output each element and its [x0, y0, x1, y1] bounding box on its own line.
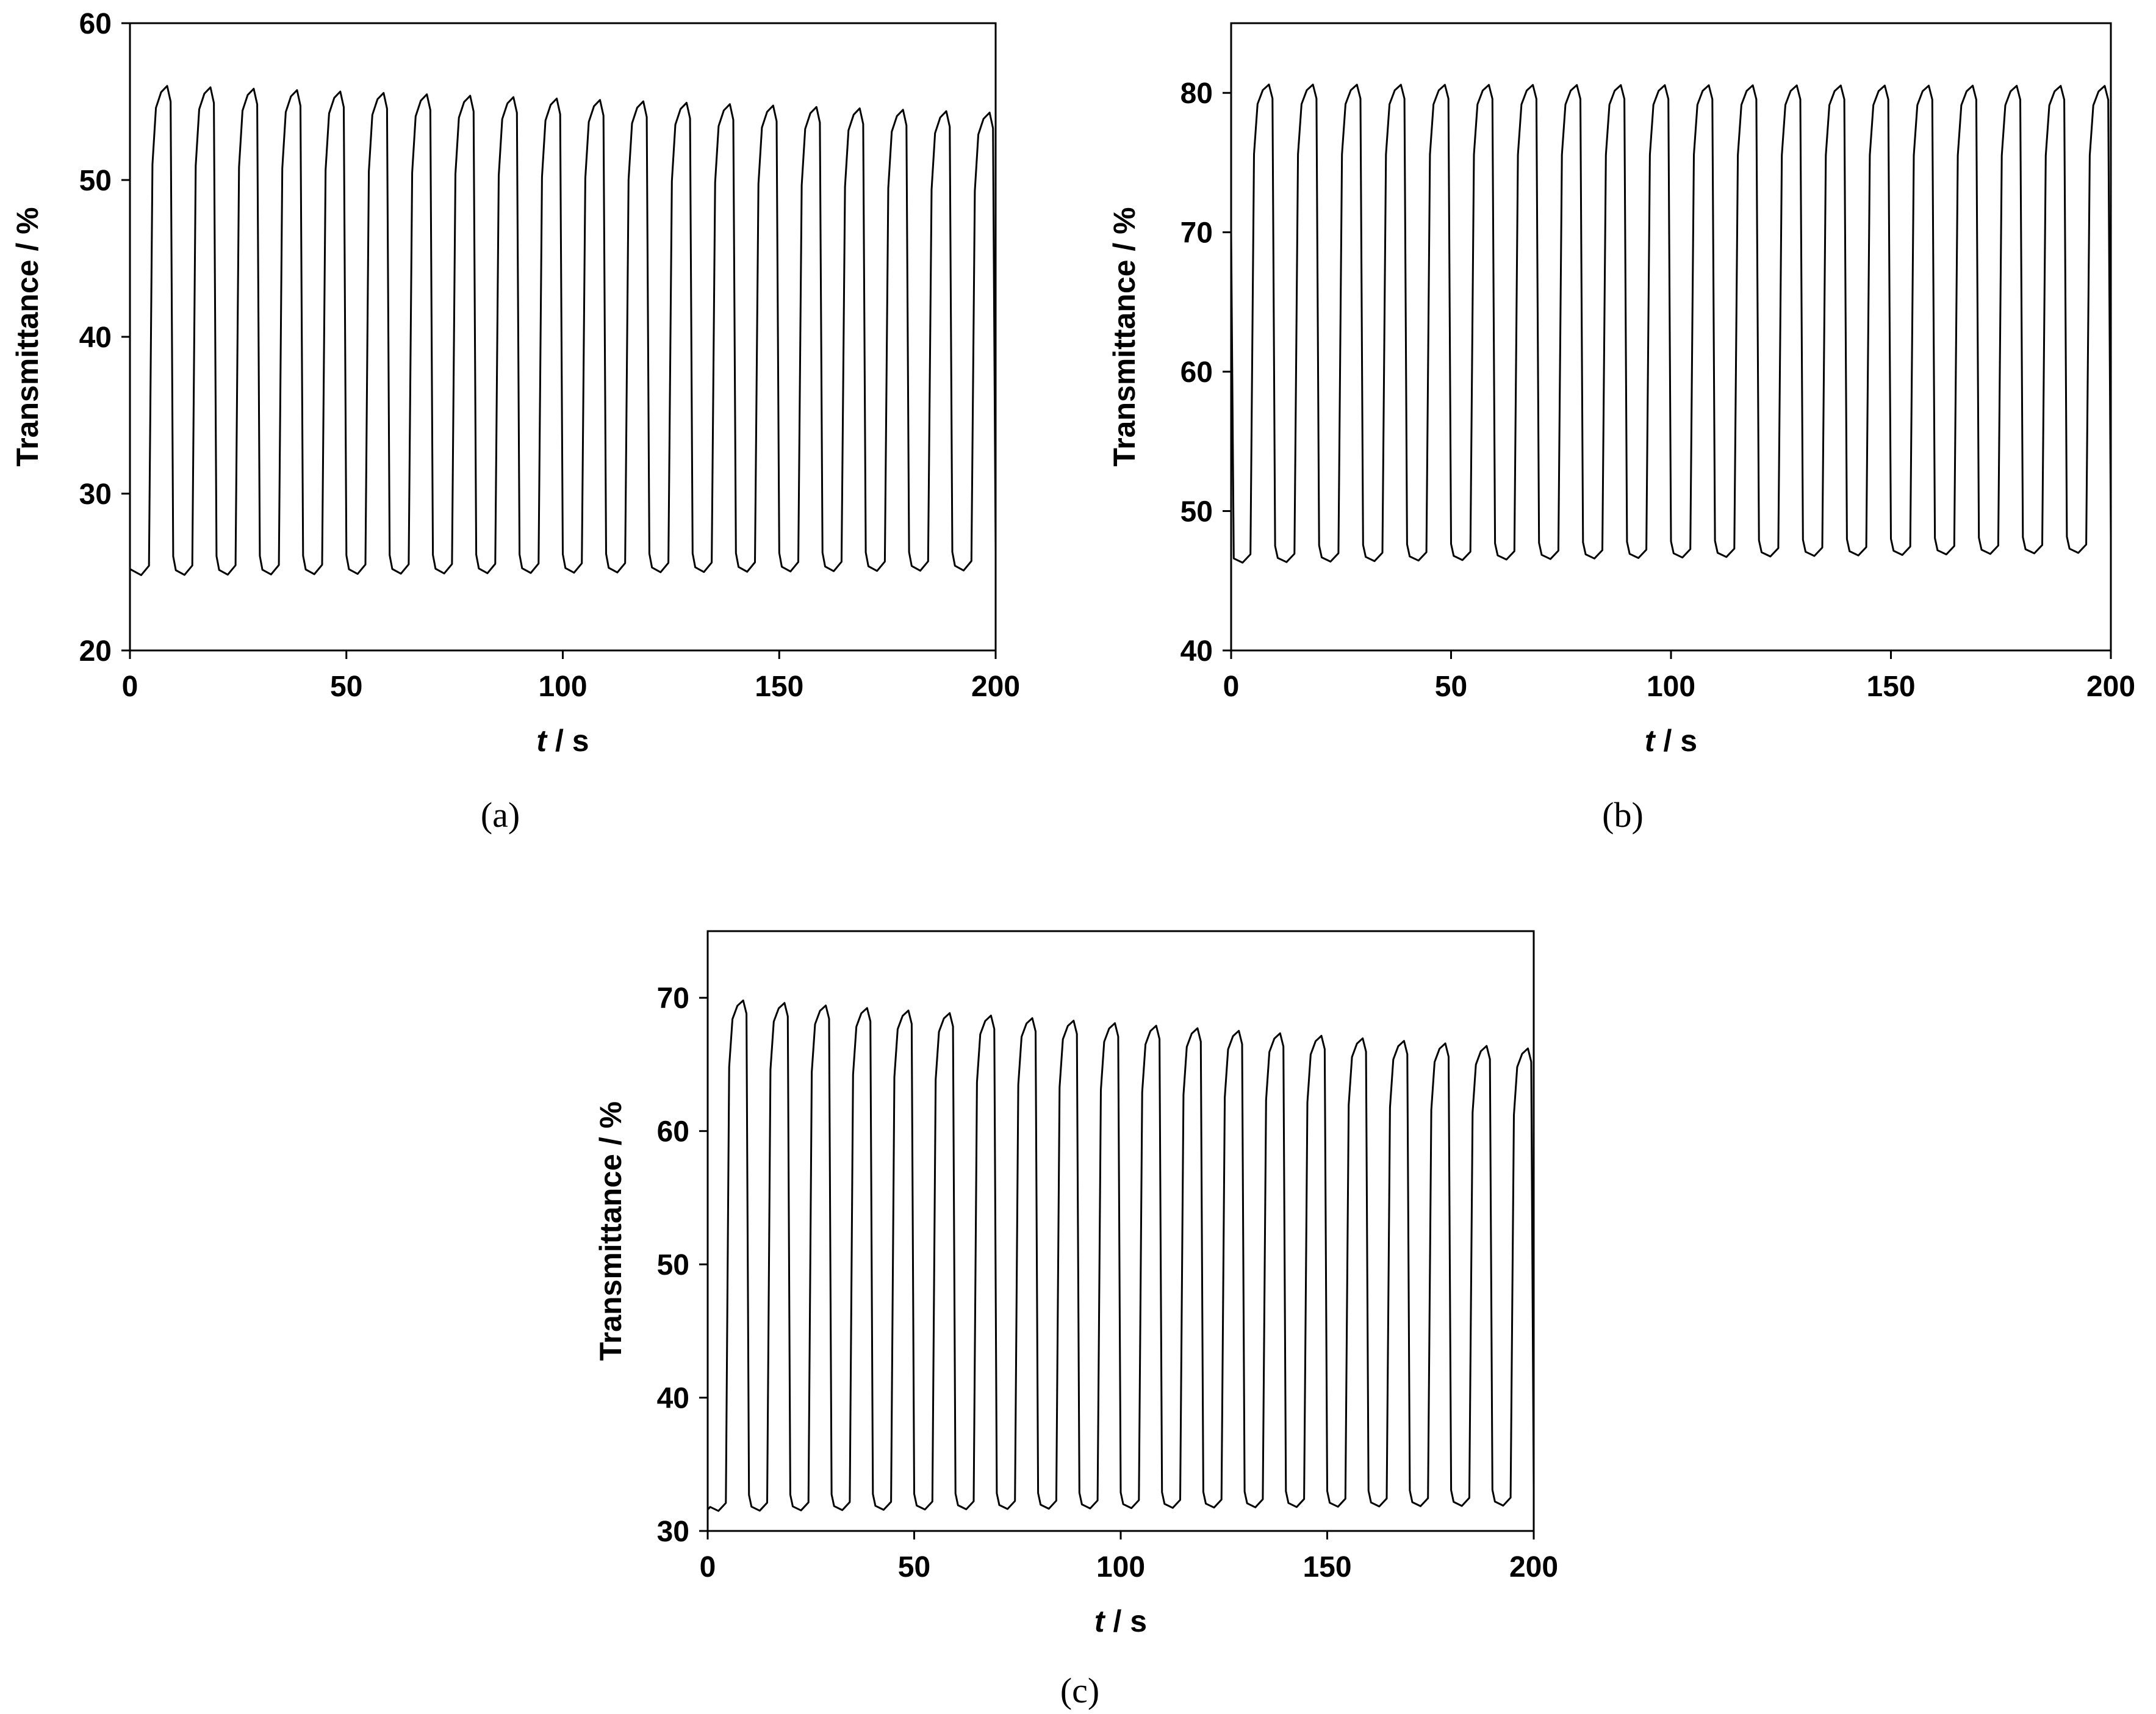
- y-tick-label: 50: [657, 1249, 689, 1281]
- y-tick-label: 60: [657, 1116, 689, 1148]
- x-tick-label: 0: [700, 1551, 716, 1583]
- x-tick-label: 100: [538, 671, 587, 703]
- x-tick-label: 200: [1509, 1551, 1558, 1583]
- x-axis-label: t / s: [1645, 724, 1697, 758]
- series-line: [129, 85, 997, 577]
- x-tick-label: 200: [2086, 671, 2135, 703]
- x-axis-label-symbol: t: [1645, 724, 1656, 758]
- chart-panel-2: 0 50 100 150 200 40 50 60 70 80 t / s Transmittance…: [1107, 22, 2135, 835]
- x-axis-label-unit: / s: [547, 724, 589, 758]
- x-tick-label: 100: [1096, 1551, 1145, 1583]
- x-axis-label: t / s: [536, 724, 589, 758]
- plot-frame: [1230, 22, 2112, 652]
- chart-panel-3: 0 50 100 150 200 30 40 50 60 70 t / s Transmittance…: [594, 930, 1558, 1710]
- y-tick-label: 50: [1180, 496, 1213, 528]
- y-tick-label: 60: [1180, 356, 1213, 389]
- series-line: [706, 999, 1535, 1512]
- panel-caption: (b): [1602, 795, 1644, 835]
- y-tick-label: 70: [1180, 217, 1213, 250]
- x-tick-label: 0: [1223, 671, 1240, 703]
- x-tick-label: 150: [1866, 671, 1915, 703]
- y-tick-label: 70: [657, 982, 689, 1015]
- x-axis-label-symbol: t: [1094, 1604, 1106, 1638]
- y-tick-label: 30: [79, 478, 112, 511]
- x-axis-label: t / s: [1094, 1604, 1147, 1638]
- x-tick-label: 200: [971, 671, 1020, 703]
- x-tick-label: 50: [1435, 671, 1467, 703]
- x-tick-label: 150: [1303, 1551, 1351, 1583]
- series-line: [1230, 84, 2112, 564]
- y-tick-label: 60: [79, 8, 112, 40]
- chart-panel-1: 0 50 100 150 200 20 30 40 50 60 t / s Transmittance…: [10, 8, 1020, 835]
- x-axis-label-unit: / s: [1105, 1604, 1147, 1638]
- panel-caption: (c): [1060, 1671, 1099, 1710]
- y-tick-label: 50: [79, 165, 112, 197]
- y-axis-label: Transmittance / %: [594, 1101, 628, 1361]
- y-tick-label: 20: [79, 635, 112, 668]
- x-tick-label: 50: [330, 671, 362, 703]
- y-tick-label: 40: [1180, 635, 1213, 668]
- y-tick-label: 40: [657, 1383, 689, 1415]
- y-axis-label: Transmittance / %: [10, 207, 45, 466]
- x-tick-label: 100: [1647, 671, 1695, 703]
- x-tick-label: 150: [755, 671, 803, 703]
- x-axis-label-unit: / s: [1655, 724, 1697, 758]
- y-axis-label: Transmittance / %: [1107, 207, 1141, 466]
- y-tick-label: 80: [1180, 77, 1213, 110]
- x-tick-label: 50: [898, 1551, 930, 1583]
- y-tick-label: 30: [657, 1516, 689, 1548]
- y-tick-label: 40: [79, 322, 112, 354]
- x-tick-label: 0: [122, 671, 138, 703]
- panel-caption: (a): [481, 795, 520, 835]
- x-axis-label-symbol: t: [536, 724, 548, 758]
